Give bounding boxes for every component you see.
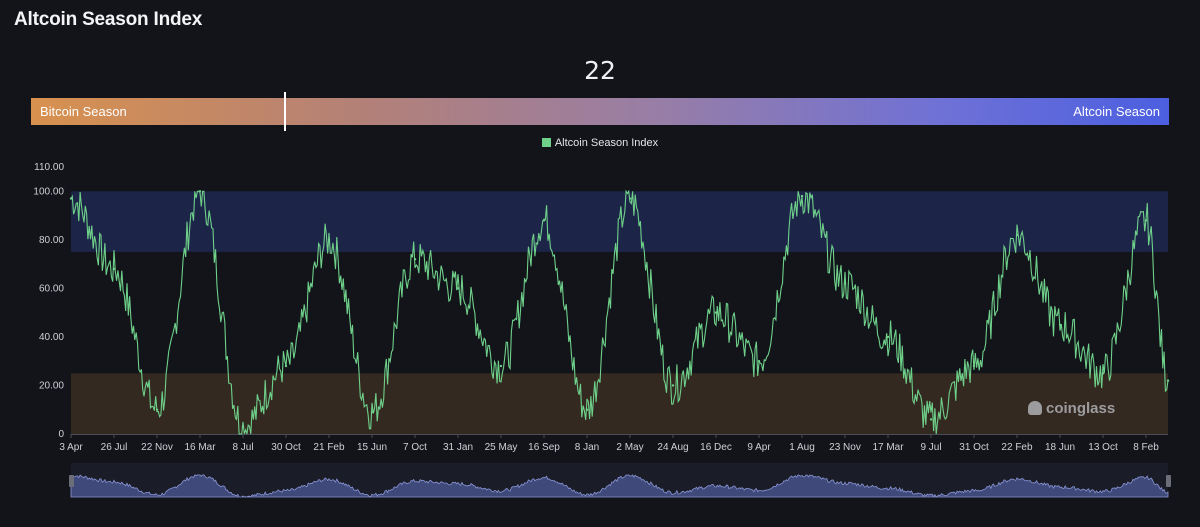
data-point bbox=[1166, 379, 1170, 382]
x-tick-label: 18 Jun bbox=[1045, 442, 1075, 453]
x-tick-label: 22 Nov bbox=[141, 442, 173, 453]
x-tick-label: 25 May bbox=[485, 442, 518, 453]
x-tick-label: 21 Feb bbox=[313, 442, 345, 453]
data-point bbox=[198, 190, 202, 193]
x-tick-label: 8 Feb bbox=[1133, 442, 1159, 453]
watermark-text: coinglass bbox=[1046, 400, 1116, 417]
data-point bbox=[542, 219, 546, 222]
altcoin-season-label: Altcoin Season bbox=[1073, 104, 1160, 119]
data-point bbox=[284, 364, 288, 368]
y-tick-label: 40.00 bbox=[39, 332, 64, 343]
data-point bbox=[671, 384, 675, 387]
x-tick-label: 31 Jan bbox=[443, 442, 473, 453]
data-point bbox=[929, 418, 933, 421]
current-index-value: 22 bbox=[584, 56, 616, 85]
data-point bbox=[155, 408, 159, 411]
data-point bbox=[800, 194, 804, 198]
y-tick-label: 80.00 bbox=[39, 235, 64, 246]
x-tick-label: 15 Jun bbox=[357, 442, 387, 453]
data-point bbox=[972, 364, 976, 368]
x-tick-label: 23 Nov bbox=[829, 442, 861, 453]
current-value-marker bbox=[284, 92, 287, 131]
data-point bbox=[370, 410, 374, 414]
data-point bbox=[413, 258, 417, 261]
x-tick-label: 26 Jul bbox=[101, 442, 128, 453]
data-point bbox=[843, 282, 847, 285]
season-bands bbox=[71, 191, 1168, 434]
x-axis: 3 Apr 26 Jul 22 Nov 16 Mar 8 Jul 30 Oct 21 Feb… bbox=[59, 434, 1159, 453]
y-tick-label: 20.00 bbox=[39, 380, 64, 391]
x-tick-label: 9 Apr bbox=[747, 442, 771, 453]
altcoin-season-band bbox=[71, 191, 1168, 252]
x-tick-label: 8 Jul bbox=[232, 442, 253, 453]
data-point bbox=[628, 197, 632, 200]
legend-label: Altcoin Season Index bbox=[554, 137, 659, 149]
x-tick-label: 8 Jan bbox=[575, 442, 599, 453]
x-tick-label: 2 May bbox=[616, 442, 643, 453]
data-point bbox=[886, 335, 890, 339]
x-tick-label: 7 Oct bbox=[403, 442, 427, 453]
chart-legend[interactable]: Altcoin Season Index bbox=[0, 137, 1200, 149]
bitcoin-season-label: Bitcoin Season bbox=[40, 104, 127, 119]
page-title: Altcoin Season Index bbox=[14, 9, 203, 30]
y-axis: 0 20.00 40.00 60.00 80.00 100.00 110.00 bbox=[33, 162, 64, 440]
data-point bbox=[499, 364, 503, 368]
series-line-altcoin-season-index bbox=[70, 189, 1169, 435]
navigator-right-handle[interactable] bbox=[1166, 475, 1171, 487]
x-tick-label: 22 Feb bbox=[1001, 442, 1033, 453]
x-tick-label: 16 Mar bbox=[184, 442, 216, 453]
x-tick-label: 31 Oct bbox=[959, 442, 989, 453]
data-point bbox=[585, 408, 589, 411]
navigator-series-area bbox=[70, 474, 1169, 498]
watermark: coinglass bbox=[1028, 400, 1115, 417]
bitcoin-season-band bbox=[71, 373, 1168, 434]
y-tick-label: 110.00 bbox=[34, 162, 64, 173]
x-tick-label: 24 Aug bbox=[657, 442, 688, 453]
x-tick-label: 1 Aug bbox=[789, 442, 815, 453]
y-tick-label: 0 bbox=[58, 429, 64, 440]
range-navigator[interactable] bbox=[69, 463, 1171, 498]
x-tick-label: 17 Mar bbox=[872, 442, 904, 453]
data-point bbox=[69, 197, 73, 200]
x-tick-label: 3 Apr bbox=[59, 442, 83, 453]
data-point bbox=[757, 359, 761, 363]
data-point bbox=[456, 287, 460, 290]
season-gradient-bar: Bitcoin Season Altcoin Season bbox=[31, 92, 1169, 131]
x-tick-label: 13 Oct bbox=[1088, 442, 1118, 453]
navigator-left-handle[interactable] bbox=[69, 475, 74, 487]
data-point bbox=[1015, 233, 1019, 237]
data-point bbox=[1144, 219, 1148, 222]
data-point bbox=[112, 267, 116, 271]
x-tick-label: 16 Sep bbox=[528, 442, 560, 453]
data-point bbox=[1101, 372, 1105, 375]
coinglass-logo-icon bbox=[1028, 401, 1042, 415]
x-tick-label: 9 Jul bbox=[920, 442, 941, 453]
y-tick-label: 100.00 bbox=[33, 186, 64, 197]
legend-swatch bbox=[541, 138, 551, 147]
data-point bbox=[241, 425, 245, 428]
series-line-layer bbox=[69, 189, 1170, 435]
y-tick-label: 60.00 bbox=[39, 283, 64, 294]
x-tick-label: 16 Dec bbox=[700, 442, 732, 453]
data-point bbox=[714, 311, 718, 314]
data-point bbox=[1058, 323, 1062, 326]
x-tick-label: 30 Oct bbox=[271, 442, 301, 453]
data-point bbox=[327, 238, 331, 242]
